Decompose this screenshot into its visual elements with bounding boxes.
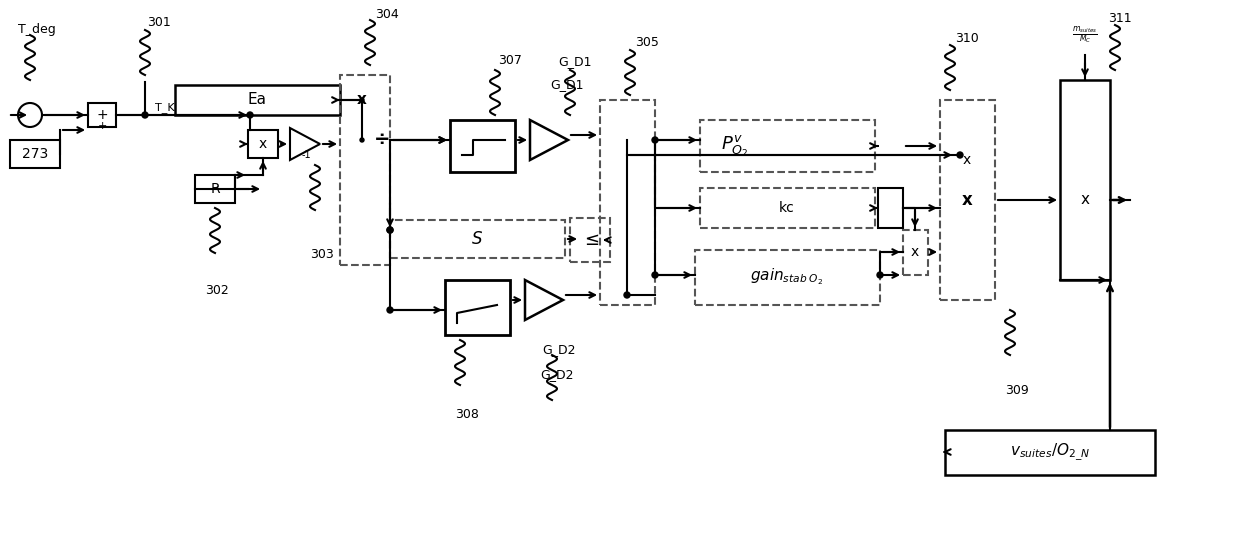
- Text: T_deg: T_deg: [19, 24, 56, 37]
- Text: x: x: [962, 191, 972, 209]
- Text: G_D1: G_D1: [551, 78, 584, 91]
- Circle shape: [143, 112, 148, 118]
- Text: 311: 311: [1109, 11, 1132, 25]
- Bar: [445, 280, 510, 335]
- Circle shape: [387, 227, 393, 233]
- Bar: [391, 220, 565, 258]
- Bar: [600, 100, 655, 305]
- Text: 308: 308: [455, 409, 479, 422]
- Text: x: x: [911, 245, 919, 259]
- Bar: [248, 130, 278, 158]
- Bar: [450, 120, 515, 172]
- Bar: [10, 140, 60, 168]
- Text: ÷: ÷: [373, 130, 391, 149]
- Text: +: +: [97, 108, 108, 122]
- Text: x: x: [1080, 192, 1090, 207]
- Circle shape: [387, 227, 393, 233]
- Bar: [701, 120, 875, 172]
- Text: kc: kc: [779, 201, 795, 215]
- Text: 273: 273: [22, 147, 48, 161]
- Circle shape: [652, 272, 658, 278]
- Text: 310: 310: [955, 32, 978, 45]
- Text: $gain_{stab\;O_2}$: $gain_{stab\;O_2}$: [750, 267, 823, 287]
- Text: x: x: [357, 92, 367, 107]
- Bar: [701, 188, 875, 228]
- Circle shape: [957, 152, 963, 158]
- Text: 307: 307: [498, 54, 522, 67]
- Text: -1: -1: [301, 150, 311, 160]
- Circle shape: [360, 98, 365, 102]
- Bar: [88, 103, 117, 127]
- Text: 303: 303: [310, 249, 334, 262]
- Circle shape: [624, 292, 630, 298]
- Text: $v_{suites}/O_{2\_N}$: $v_{suites}/O_{2\_N}$: [1011, 441, 1090, 462]
- Text: x: x: [963, 153, 971, 167]
- Text: $\frac{m_{suites}}{M_C}$: $\frac{m_{suites}}{M_C}$: [1073, 24, 1097, 46]
- Text: G_D2: G_D2: [542, 344, 575, 357]
- Text: G_D1: G_D1: [558, 55, 591, 69]
- Text: 301: 301: [148, 16, 171, 28]
- Circle shape: [652, 137, 658, 143]
- Bar: [195, 175, 236, 203]
- Text: Ea: Ea: [248, 92, 267, 107]
- Bar: [903, 230, 928, 275]
- Bar: [940, 100, 994, 300]
- Text: $P_{O_2}^v$: $P_{O_2}^v$: [722, 134, 749, 158]
- Bar: [340, 75, 391, 265]
- Circle shape: [387, 307, 393, 313]
- Bar: [175, 85, 340, 115]
- Text: 305: 305: [635, 35, 658, 48]
- Bar: [945, 430, 1154, 475]
- Text: $\leq$: $\leq$: [580, 231, 599, 249]
- Circle shape: [360, 138, 365, 142]
- Text: S: S: [471, 230, 482, 248]
- Bar: [878, 188, 903, 228]
- Bar: [570, 218, 610, 262]
- Text: +: +: [97, 121, 107, 131]
- Bar: [1060, 80, 1110, 280]
- Text: 309: 309: [1004, 383, 1029, 396]
- Circle shape: [247, 112, 253, 118]
- Circle shape: [877, 272, 883, 278]
- Text: G_D2: G_D2: [539, 368, 573, 381]
- Text: R: R: [211, 182, 219, 196]
- Text: 304: 304: [374, 9, 399, 21]
- Bar: [694, 250, 880, 305]
- Text: 302: 302: [205, 284, 228, 296]
- Text: T_K: T_K: [155, 103, 175, 113]
- Text: x: x: [259, 137, 267, 151]
